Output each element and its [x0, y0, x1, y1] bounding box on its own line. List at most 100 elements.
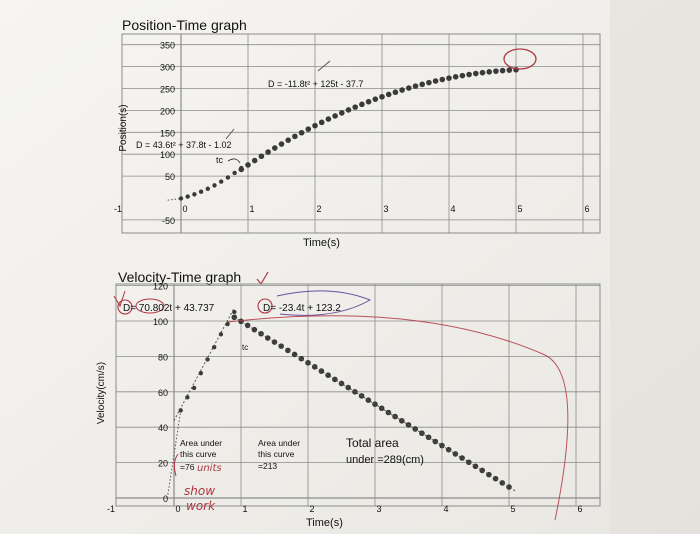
chart2-equation-1: D= 70.802t + 43.737 — [123, 303, 215, 314]
chart2-series2-point — [479, 467, 486, 474]
chart2-series1-point — [191, 385, 197, 391]
chart2-fit-line-extension — [166, 411, 182, 499]
chart1-series2-point — [332, 113, 338, 119]
chart2-series2-point — [486, 471, 492, 478]
chart1-series2-point — [452, 74, 459, 80]
chart2-x-axis-label: Time(s) — [306, 517, 343, 529]
chart1-y-tick-label: 300 — [160, 63, 175, 73]
chart2-series1-point — [205, 357, 210, 362]
chart1-y-tick-label: 250 — [160, 85, 175, 95]
chart2-total-line-1: Total area — [346, 436, 399, 450]
chart2-title: Velocity-Time graph — [118, 269, 241, 285]
chart1-x-tick-label: -1 — [114, 204, 122, 214]
chart1-series2-point — [345, 107, 352, 113]
chart1-series2-point — [245, 162, 251, 168]
chart2-x-tick-label: 2 — [309, 504, 314, 514]
chart2-handwritten-show-work: show work — [184, 484, 216, 513]
chart2-series2-point — [325, 372, 331, 378]
chart2-series2-point — [472, 463, 479, 470]
chart1-series1-point — [178, 196, 184, 201]
chart2-area1-line-3: =76 — [180, 462, 195, 472]
chart2-series2-point — [278, 343, 285, 349]
chart2-x-ticks: -1 0 1 2 3 4 5 6 — [107, 504, 583, 514]
chart2-series1-point — [198, 371, 203, 376]
chart2-frame — [115, 283, 601, 507]
chart1-x-ticks: -1 0 1 2 3 4 5 6 — [114, 204, 590, 214]
chart2-y-tick-label: 0 — [163, 494, 168, 504]
chart2-series2-point — [265, 335, 271, 341]
chart1-series2-point — [258, 153, 265, 160]
chart1-equation-2: D = -11.8t² + 125t - 37.7 — [268, 79, 363, 89]
chart1-series2-point — [312, 122, 318, 129]
chart1-series2-point — [339, 110, 345, 116]
chart1-y-axis-label: Position(s) — [118, 104, 129, 151]
chart1-series1-point — [219, 179, 224, 184]
chart1-equation-1: D = 43.6t² + 37.8t - 1.02 — [136, 140, 232, 150]
chart1-x-tick-label: 1 — [249, 204, 254, 214]
chart2-y-tick-label: 20 — [158, 459, 168, 469]
chart2-circled-slope — [135, 298, 165, 314]
chart2-y-tick-label: 60 — [158, 388, 168, 398]
page-edge-shadow — [610, 0, 700, 534]
chart1-x-tick-label: 4 — [450, 204, 455, 214]
chart1-series2-point — [385, 91, 392, 98]
chart2-grid — [115, 283, 601, 507]
chart1-series2-point — [272, 145, 278, 151]
chart1-series2-point — [506, 67, 513, 73]
chart1-y-tick-label: 50 — [165, 172, 175, 182]
chart1-series2-point — [426, 79, 432, 86]
chart1-series2-point — [392, 89, 399, 96]
chart2-area2-line-3: =213 — [258, 461, 277, 471]
chart2-y-tick-label: 40 — [158, 423, 168, 433]
chart2-points — [166, 307, 516, 499]
chart1-frame — [121, 33, 601, 234]
chart1-series2-point — [352, 104, 359, 110]
chart1-series1-point — [192, 192, 197, 197]
chart2-fit-line-1 — [173, 307, 235, 421]
chart2-circled-d-2 — [257, 298, 273, 314]
chart1-series2-point — [479, 69, 486, 76]
chart2-series2-point — [298, 355, 305, 362]
chart1-series2-point — [285, 137, 292, 143]
chart2-circled-d-1 — [117, 299, 133, 315]
chart2-x-tick-label: 5 — [510, 504, 515, 514]
chart2-work-text: work — [186, 499, 216, 513]
chart1-x-tick-label: 3 — [383, 204, 388, 214]
chart1-series2-point — [305, 126, 312, 132]
chart1-series2-point — [278, 141, 285, 147]
chart1-series1-point — [232, 170, 237, 176]
chart1-series1-point — [205, 186, 210, 191]
chart1-series2-point — [292, 133, 298, 140]
chart1-series1-point — [185, 194, 190, 199]
chart2-area1-note: Area under this curve =76 units — [173, 438, 222, 477]
chart1-y-tick-label: 350 — [160, 41, 175, 51]
chart1-y-tick-label: 150 — [160, 128, 175, 138]
chart2-series1-point — [212, 344, 217, 350]
chart2-x-tick-label: 4 — [443, 504, 448, 514]
chart2-y-ticks: 0 20 40 60 80 100 120 — [153, 282, 168, 504]
chart1-series2-point — [365, 98, 372, 105]
chart1-series2-point — [466, 71, 472, 78]
chart2-area1-line-2: this curve — [180, 449, 217, 459]
chart1-series1-point — [212, 183, 217, 188]
chart2-x-tick-label: 6 — [577, 504, 582, 514]
chart2-total-area-note: Total area under =289(cm) — [346, 436, 424, 466]
chart2-y-tick-label: 100 — [153, 317, 168, 327]
chart2-series2-point — [238, 318, 244, 325]
chart1-series1-point — [225, 175, 231, 180]
chart1-series2-point — [359, 101, 365, 108]
chart2-series2-point — [285, 347, 291, 354]
chart2-area1-line-1: Area under — [180, 438, 222, 448]
chart2-series2-point — [311, 364, 318, 370]
chart1-title: Position-Time graph — [122, 17, 247, 33]
velocity-time-chart: Velocity-Time graph -1 0 1 2 3 4 5 6 0 20 40 60 80 1… — [96, 269, 601, 529]
chart1-circled-end-point — [503, 48, 537, 70]
chart2-area2-line-1: Area under — [258, 438, 300, 448]
chart1-series2-point — [473, 70, 479, 77]
chart1-series2-point — [372, 96, 379, 102]
chart2-area2-note: Area under this curve =213 — [258, 438, 300, 471]
chart2-area2-line-2: this curve — [258, 449, 295, 459]
chart2-y-tick-label: 120 — [153, 282, 168, 292]
chart1-check-mark — [225, 128, 235, 140]
